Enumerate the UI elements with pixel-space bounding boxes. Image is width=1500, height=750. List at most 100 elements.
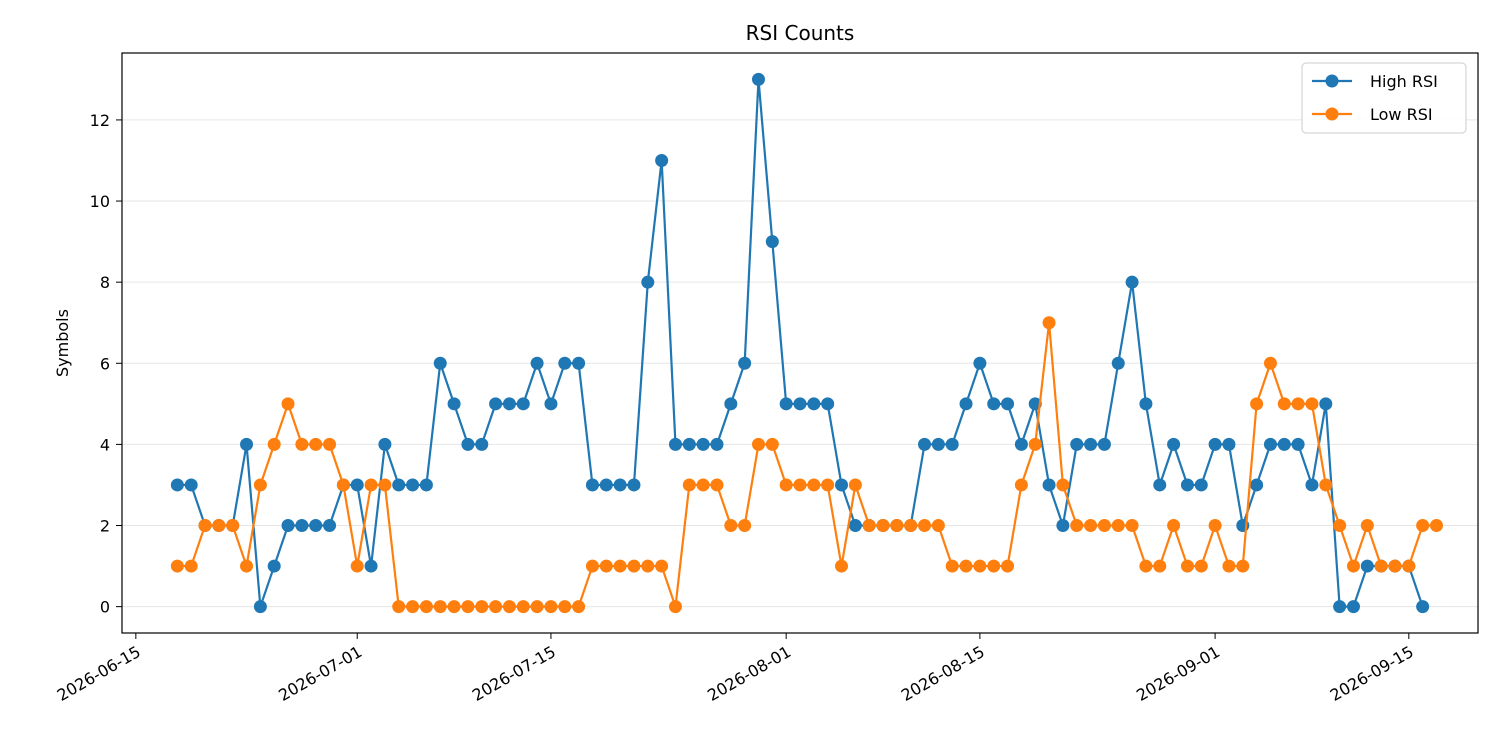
data-point-high-rsi: [1070, 437, 1084, 451]
data-point-low-rsi: [1360, 519, 1374, 533]
data-point-low-rsi: [1222, 559, 1236, 573]
data-point-high-rsi: [502, 397, 516, 411]
data-point-low-rsi: [931, 519, 945, 533]
data-point-low-rsi: [1305, 397, 1319, 411]
data-point-low-rsi: [516, 600, 530, 614]
data-point-high-rsi: [558, 356, 572, 370]
data-point-high-rsi: [530, 356, 544, 370]
data-point-high-rsi: [931, 437, 945, 451]
data-point-low-rsi: [710, 478, 724, 492]
data-point-high-rsi: [1346, 600, 1360, 614]
data-point-high-rsi: [364, 559, 378, 573]
data-point-low-rsi: [295, 437, 309, 451]
legend-label-high-rsi: High RSI: [1370, 72, 1438, 91]
data-point-low-rsi: [848, 478, 862, 492]
data-point-low-rsi: [682, 478, 696, 492]
data-point-high-rsi: [987, 397, 1001, 411]
data-point-low-rsi: [973, 559, 987, 573]
data-point-low-rsi: [502, 600, 516, 614]
x-tick-label: 2026-08-15: [898, 642, 988, 705]
data-point-high-rsi: [668, 437, 682, 451]
data-point-high-rsi: [1416, 600, 1430, 614]
data-point-high-rsi: [641, 275, 655, 289]
data-point-low-rsi: [350, 559, 364, 573]
data-point-high-rsi: [1263, 437, 1277, 451]
data-point-high-rsi: [1250, 478, 1264, 492]
data-point-high-rsi: [807, 397, 821, 411]
data-point-high-rsi: [1084, 437, 1098, 451]
data-point-low-rsi: [489, 600, 503, 614]
y-tick-label: 12: [90, 111, 110, 130]
data-point-low-rsi: [765, 437, 779, 451]
data-point-low-rsi: [1388, 559, 1402, 573]
data-point-high-rsi: [848, 519, 862, 533]
data-point-low-rsi: [198, 519, 212, 533]
data-point-low-rsi: [987, 559, 1001, 573]
data-point-high-rsi: [738, 356, 752, 370]
data-point-high-rsi: [240, 437, 254, 451]
data-point-low-rsi: [793, 478, 807, 492]
data-point-low-rsi: [1153, 559, 1167, 573]
data-point-high-rsi: [765, 235, 779, 249]
legend-label-low-rsi: Low RSI: [1370, 105, 1433, 124]
legend-marker-high-rsi: [1325, 74, 1339, 88]
data-point-low-rsi: [572, 600, 586, 614]
data-point-low-rsi: [1097, 519, 1111, 533]
data-point-high-rsi: [1111, 356, 1125, 370]
y-tick-label: 10: [90, 192, 110, 211]
data-point-high-rsi: [1360, 559, 1374, 573]
data-point-low-rsi: [585, 559, 599, 573]
data-point-low-rsi: [281, 397, 295, 411]
data-point-low-rsi: [184, 559, 198, 573]
series-line-low-rsi: [177, 321, 1437, 608]
legend: High RSI Low RSI: [1301, 62, 1467, 134]
data-point-low-rsi: [655, 559, 669, 573]
data-point-low-rsi: [918, 519, 932, 533]
data-point-low-rsi: [1319, 478, 1333, 492]
data-point-high-rsi: [516, 397, 530, 411]
x-tick-label: 2026-09-01: [1133, 642, 1223, 705]
data-point-high-rsi: [309, 519, 323, 533]
data-point-high-rsi: [1125, 275, 1139, 289]
data-point-low-rsi: [309, 437, 323, 451]
data-point-low-rsi: [821, 478, 835, 492]
data-point-high-rsi: [1333, 600, 1347, 614]
data-point-low-rsi: [1194, 559, 1208, 573]
legend-marker-low-rsi: [1325, 107, 1339, 121]
data-point-low-rsi: [904, 519, 918, 533]
data-point-low-rsi: [212, 519, 226, 533]
data-point-low-rsi: [696, 478, 710, 492]
data-point-high-rsi: [918, 437, 932, 451]
series-layer: [170, 72, 1443, 614]
data-point-high-rsi: [1319, 397, 1333, 411]
y-tick-label: 6: [100, 354, 110, 373]
data-point-high-rsi: [544, 397, 558, 411]
data-point-low-rsi: [1236, 559, 1250, 573]
data-point-low-rsi: [627, 559, 641, 573]
data-point-high-rsi: [696, 437, 710, 451]
data-point-low-rsi: [613, 559, 627, 573]
data-point-low-rsi: [240, 559, 254, 573]
x-tick-label: 2026-06-15: [54, 642, 144, 705]
plot-frame: [121, 52, 1479, 634]
data-point-low-rsi: [1125, 519, 1139, 533]
data-point-high-rsi: [350, 478, 364, 492]
data-point-low-rsi: [751, 437, 765, 451]
data-point-low-rsi: [226, 519, 240, 533]
data-point-high-rsi: [378, 437, 392, 451]
data-point-high-rsi: [793, 397, 807, 411]
data-point-low-rsi: [890, 519, 904, 533]
x-tick-label: 2026-08-01: [704, 642, 794, 705]
data-point-high-rsi: [1097, 437, 1111, 451]
data-point-low-rsi: [475, 600, 489, 614]
data-point-high-rsi: [1194, 478, 1208, 492]
data-point-high-rsi: [267, 559, 281, 573]
data-point-low-rsi: [1084, 519, 1098, 533]
data-point-high-rsi: [599, 478, 613, 492]
data-point-low-rsi: [406, 600, 420, 614]
data-point-high-rsi: [1291, 437, 1305, 451]
data-point-high-rsi: [1056, 519, 1070, 533]
data-point-high-rsi: [1180, 478, 1194, 492]
data-point-low-rsi: [1402, 559, 1416, 573]
